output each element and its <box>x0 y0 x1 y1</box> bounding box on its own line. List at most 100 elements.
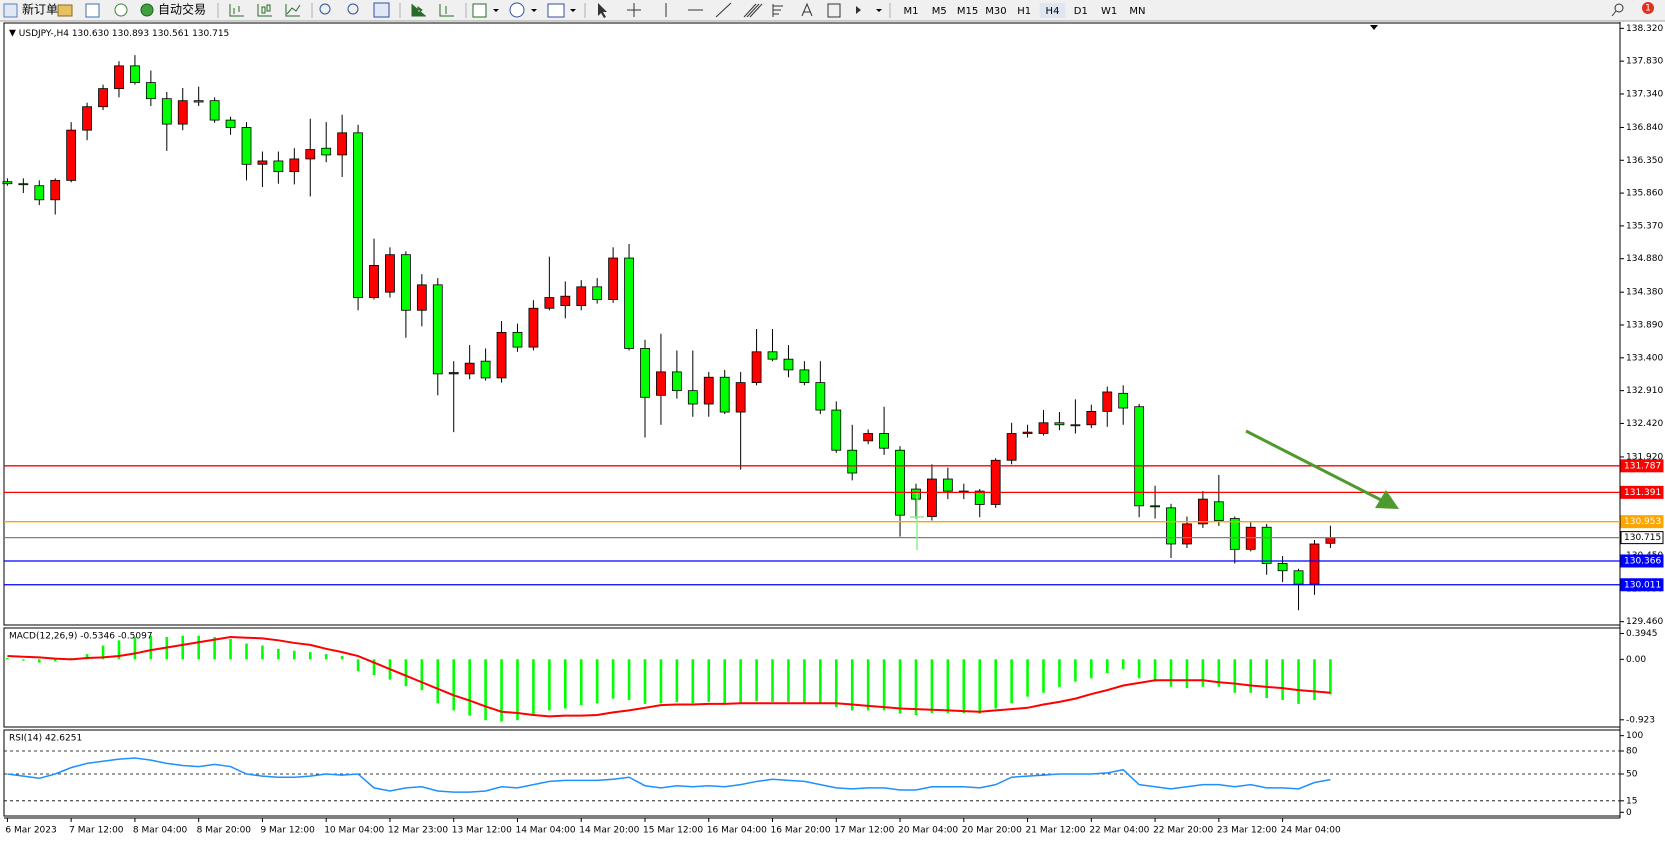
y-tick-label: 134.880 <box>1626 254 1663 264</box>
macd-bar <box>1169 659 1173 687</box>
candle-body <box>735 382 746 413</box>
trend-arrow-head[interactable] <box>1375 490 1399 509</box>
macd-bar <box>771 659 774 702</box>
shift-icon[interactable] <box>439 4 454 17</box>
price-tag-label: 131.787 <box>1624 461 1661 471</box>
macd-bar <box>356 659 360 672</box>
fibonacci-tool[interactable] <box>772 4 783 17</box>
macd-bar <box>739 659 742 704</box>
notification-badge[interactable] <box>1642 2 1654 14</box>
tile-icon[interactable] <box>373 2 390 18</box>
macd-bar <box>1249 659 1253 693</box>
x-tick-label: 10 Mar 04:00 <box>324 826 384 836</box>
search-icon[interactable] <box>1614 3 1624 13</box>
x-tick-label: 9 Mar 12:00 <box>260 826 315 836</box>
timeframe-label[interactable]: H4 <box>1046 6 1060 17</box>
macd-bar <box>1090 659 1093 679</box>
candle-body <box>863 433 874 442</box>
toolbar-icon[interactable] <box>114 3 128 17</box>
trendline-tool[interactable] <box>715 2 732 18</box>
symbol: USDJPY-,H4 <box>19 29 69 39</box>
candle-body <box>528 307 539 348</box>
macd-bar <box>308 652 312 660</box>
macd-bar <box>293 650 296 660</box>
dropdown-arrow[interactable] <box>493 9 499 12</box>
timeframe-button[interactable] <box>1039 3 1066 18</box>
x-tick-label: 22 Mar 20:00 <box>1153 826 1213 836</box>
rsi-chart: 100 80 50 15 0 <box>4 731 1643 818</box>
main-panel[interactable] <box>3 22 1621 626</box>
y-tick-label: 133.890 <box>1626 321 1663 331</box>
macd-chart: 0.3945 0.00 -0.923 <box>6 629 1658 725</box>
y-tick-label: 133.400 <box>1626 353 1663 363</box>
dropdown-arrow[interactable] <box>876 9 882 12</box>
zoom-out-icon[interactable] <box>347 3 359 15</box>
macd-bar <box>1329 659 1332 695</box>
candle-body <box>544 297 555 309</box>
candle-body <box>671 371 682 392</box>
timeframe-label[interactable]: D1 <box>1074 6 1088 17</box>
candle-body <box>1182 523 1192 545</box>
trend-arrow[interactable] <box>1245 429 1386 504</box>
y-tick-label: 137.340 <box>1626 89 1663 99</box>
line-chart-icon[interactable] <box>285 4 301 17</box>
new-order-button[interactable]: 新订单 <box>22 2 58 17</box>
candle-body <box>1006 433 1017 461</box>
timeframe-label[interactable]: M1 <box>904 6 919 17</box>
candle-body <box>1229 518 1240 550</box>
macd-bar <box>516 659 519 721</box>
candle-body <box>1150 505 1160 508</box>
macd-bar <box>245 643 248 660</box>
macd-bar <box>101 645 105 660</box>
macd-bar <box>579 659 583 706</box>
y-tick-label: 134.380 <box>1626 288 1663 298</box>
timeframe-label[interactable]: M30 <box>985 6 1006 17</box>
price-tag <box>1620 531 1664 545</box>
dropdown-arrow[interactable] <box>531 9 537 12</box>
zoom-in-icon[interactable] <box>319 3 331 15</box>
timeframe-label[interactable]: M5 <box>932 6 947 17</box>
auto-trading-icon[interactable] <box>140 3 154 17</box>
channel-tool[interactable] <box>743 3 763 18</box>
x-tick-label: 12 Mar 23:00 <box>388 826 448 836</box>
x-tick-label: 16 Mar 04:00 <box>707 826 767 836</box>
bar-chart-icon[interactable] <box>229 4 244 17</box>
candle-chart-icon[interactable] <box>257 4 272 17</box>
macd-bar <box>1042 659 1045 693</box>
autoscroll-icon[interactable] <box>411 4 426 17</box>
macd-panel[interactable] <box>3 627 1621 728</box>
candle-body <box>400 254 411 311</box>
label-tool[interactable] <box>827 3 841 18</box>
timeframe-label[interactable]: W1 <box>1101 6 1117 17</box>
periods-icon[interactable] <box>509 2 525 18</box>
crosshair-tool[interactable] <box>627 3 641 17</box>
x-tick-label: 14 Mar 04:00 <box>515 826 575 836</box>
timeframe-label[interactable]: M15 <box>957 6 978 17</box>
indicators-icon[interactable] <box>472 3 487 18</box>
candle-body <box>416 284 427 311</box>
y-tick-label: 131.920 <box>1626 452 1663 462</box>
text-tool[interactable] <box>801 2 813 17</box>
candle-body <box>496 331 507 379</box>
arrows-tool[interactable] <box>856 6 861 14</box>
x-tick-label: 23 Mar 12:00 <box>1217 826 1277 836</box>
macd-bar <box>564 659 567 709</box>
new-order-icon[interactable] <box>3 3 18 18</box>
timeframe-label[interactable]: H1 <box>1017 6 1031 17</box>
toolbar-icon[interactable] <box>85 3 100 18</box>
timeframe-label[interactable]: MN <box>1129 6 1145 17</box>
cursor-tool[interactable] <box>598 3 607 18</box>
toolbar-icon[interactable] <box>57 4 73 17</box>
x-tick-label: 21 Mar 12:00 <box>1026 826 1086 836</box>
candle-body <box>432 284 443 375</box>
candle-body <box>576 286 587 306</box>
dropdown-arrow[interactable] <box>570 9 576 12</box>
macd-bar <box>6 658 9 660</box>
templates-icon[interactable] <box>547 3 565 18</box>
macd-bar <box>324 654 328 660</box>
macd-bar <box>37 659 41 663</box>
candle-body <box>193 100 204 103</box>
auto-trading-button[interactable]: 自动交易 <box>158 2 206 17</box>
rsi-panel[interactable] <box>3 729 1621 817</box>
chart-header: ▼ USDJPY-,H4 130.630 130.893 130.561 130… <box>9 29 229 39</box>
